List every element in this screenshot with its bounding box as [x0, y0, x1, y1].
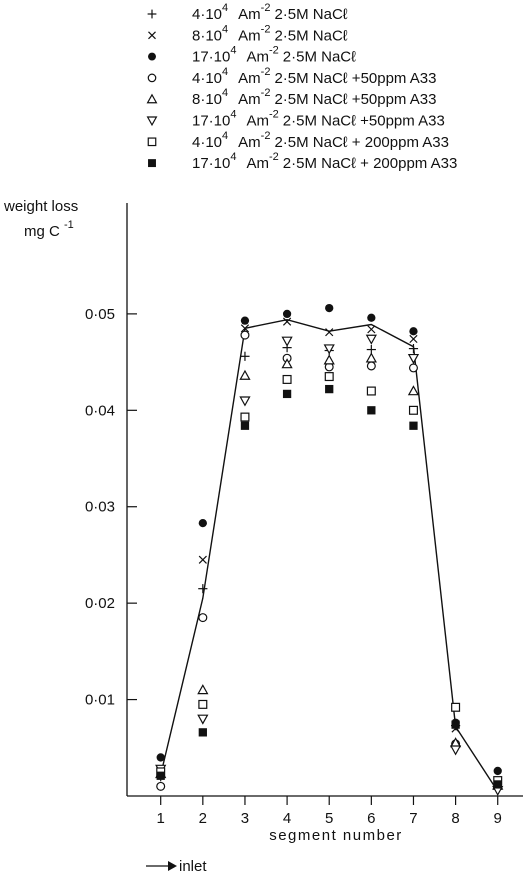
- data-point-plus: [408, 343, 419, 354]
- data-point-open-square: [366, 386, 376, 396]
- x-tick-label: 9: [494, 810, 502, 827]
- y-axis-label-line1: weight loss: [3, 198, 78, 215]
- data-point-cross: [367, 325, 376, 334]
- x-tick-label: 2: [199, 810, 207, 827]
- y-axis-label-line2: mg C -1: [24, 219, 74, 240]
- legend-marker-cross: [148, 31, 156, 40]
- data-point-filled-square: [325, 384, 334, 394]
- x-tick-label: 4: [283, 810, 291, 827]
- data-point-filled-square: [282, 389, 292, 399]
- mean-line: [160, 318, 499, 792]
- data-point-open-circle: [198, 613, 208, 623]
- data-point-cross: [240, 324, 250, 333]
- data-point-open-square: [451, 702, 461, 712]
- data-point-triangle-down: [449, 745, 462, 756]
- legend-marker-triangle-up: [146, 93, 158, 104]
- data-point-filled-circle: [409, 327, 418, 336]
- y-tick-label: 0·02: [85, 595, 115, 612]
- data-point-filled-square: [451, 720, 460, 729]
- data-point-triangle-down: [407, 353, 420, 365]
- legend-marker-open-circle: [147, 73, 157, 83]
- data-point-open-circle: [366, 361, 376, 371]
- data-point-open-circle: [408, 363, 418, 373]
- data-point-triangle-down: [197, 714, 209, 725]
- y-tick-label: 0·04: [85, 402, 115, 419]
- data-point-filled-square: [367, 406, 376, 415]
- data-point-filled-square: [409, 421, 418, 430]
- data-point-cross: [198, 555, 207, 564]
- data-point-triangle-down: [239, 396, 251, 407]
- axes: [126, 203, 523, 797]
- data-point-open-circle: [240, 330, 250, 340]
- y-tick-label: 0·01: [85, 692, 115, 709]
- y-tick-label: 0·03: [85, 499, 115, 516]
- data-point-filled-square: [156, 771, 165, 780]
- data-point-triangle-up: [197, 684, 209, 695]
- data-point-triangle-up: [407, 385, 420, 396]
- legend-entry-6: 17·104 Am-2 2·5M NaCℓ +50ppm A33: [192, 109, 445, 130]
- legend-marker-filled-square: [148, 159, 156, 168]
- legend-entry-1: 4·104 Am-2 2·5M NaCℓ: [192, 2, 348, 23]
- data-point-triangle-down: [365, 334, 377, 345]
- data-point-filled-square: [198, 728, 207, 737]
- legend-entry-2: 8·104 Am-2 2·5M NaCℓ: [192, 23, 348, 44]
- data-point-triangle-down: [281, 336, 293, 347]
- data-point-open-square: [282, 374, 292, 384]
- x-tick-label: 5: [325, 810, 333, 827]
- data-point-open-square: [198, 699, 208, 709]
- data-point-filled-circle: [156, 753, 165, 762]
- legend-marker-open-square: [147, 137, 157, 147]
- data-point-cross: [409, 334, 418, 344]
- x-tick-label: 6: [367, 810, 375, 827]
- legend-entry-3: 17·104 Am-2 2·5M NaCℓ: [192, 45, 356, 66]
- data-point-open-square: [240, 412, 250, 422]
- data-point-plus: [198, 584, 208, 594]
- data-point-filled-square: [493, 780, 502, 789]
- x-tick-label: 7: [409, 810, 417, 827]
- y-axis-label-unit: mg C: [24, 223, 60, 240]
- data-point-triangle-down: [323, 344, 335, 355]
- data-point-cross: [282, 317, 292, 326]
- data-point-cross: [325, 328, 334, 337]
- legend-entry-7: 4·104 Am-2 2·5M NaCℓ + 200ppm A33: [192, 130, 449, 151]
- data-point-filled-circle: [240, 316, 250, 325]
- legend-marker-filled-circle: [148, 52, 156, 61]
- data-point-open-square: [324, 372, 334, 382]
- y-tick-label: 0·05: [85, 306, 115, 323]
- legend-entry-4: 4·104 Am-2 2·5M NaCℓ +50ppm A33: [192, 66, 436, 87]
- legend-entry-8: 17·104 Am-2 2·5M NaCℓ + 200ppm A33: [192, 151, 457, 172]
- data-point-filled-circle: [198, 518, 207, 528]
- x-axis-label: segment number: [269, 827, 403, 844]
- y-axis-label-exponent: -1: [64, 219, 74, 231]
- data-point-triangle-up: [281, 358, 293, 369]
- data-markers: [155, 303, 504, 797]
- x-tick-label: 1: [157, 810, 165, 827]
- data-point-triangle-up: [239, 369, 251, 380]
- inlet-label: inlet: [179, 858, 207, 873]
- data-point-plus: [240, 351, 250, 361]
- data-point-triangle-up: [323, 354, 335, 365]
- data-point-open-circle: [156, 781, 166, 791]
- data-point-filled-square: [240, 421, 250, 430]
- data-point-filled-circle: [367, 313, 376, 322]
- legend-entry-5: 8·104 Am-2 2·5M NaCℓ +50ppm A33: [192, 87, 436, 108]
- data-point-triangle-up: [365, 352, 377, 363]
- inlet-arrow-icon: [168, 861, 177, 871]
- inlet-indicator: inlet: [146, 858, 207, 873]
- data-point-filled-circle: [282, 309, 292, 319]
- data-point-open-square: [408, 405, 418, 415]
- legend-marker-triangle-down: [146, 116, 158, 127]
- x-ticks: 1 2 3 4 5 6 7 8 9: [157, 796, 502, 827]
- y-ticks: 0·01 0·02 0·03 0·04 0·05: [85, 306, 137, 709]
- data-point-filled-circle: [493, 766, 502, 776]
- legend-marker-plus: [147, 9, 157, 19]
- x-tick-label: 3: [241, 810, 249, 827]
- data-point-filled-circle: [325, 303, 334, 313]
- x-tick-label: 8: [451, 810, 459, 827]
